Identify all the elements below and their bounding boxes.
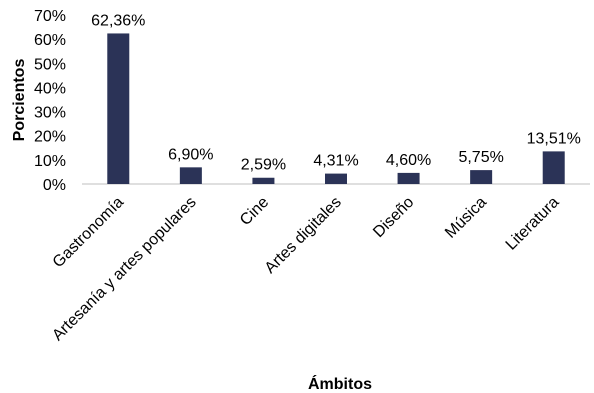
data-label: 6,90% bbox=[168, 146, 213, 163]
data-label: 62,36% bbox=[91, 12, 145, 29]
y-axis-title: Porcientos bbox=[11, 59, 28, 142]
data-label: 4,31% bbox=[313, 153, 358, 170]
category-label: Artes digitales bbox=[262, 194, 345, 277]
y-tick-label: 0% bbox=[43, 177, 66, 194]
y-tick-label: 70% bbox=[34, 8, 66, 25]
category-label: Cine bbox=[237, 194, 272, 229]
bar bbox=[252, 177, 275, 184]
bar bbox=[179, 167, 202, 184]
y-axis-ticks: 0% 10% 20% 30% 40% 50% 60% 70% bbox=[34, 8, 66, 194]
data-label: 5,75% bbox=[458, 149, 503, 166]
bar bbox=[107, 33, 130, 184]
category-label: Literatura bbox=[503, 194, 563, 254]
category-label: Gastronomía bbox=[50, 194, 127, 271]
y-tick-label: 40% bbox=[34, 80, 66, 97]
y-tick-label: 30% bbox=[34, 105, 66, 122]
data-label: 4,60% bbox=[386, 152, 431, 169]
y-tick-label: 50% bbox=[34, 56, 66, 73]
category-label: Diseño bbox=[370, 194, 417, 241]
data-label: 13,51% bbox=[527, 130, 581, 147]
category-label: Artesanía y artes populares bbox=[49, 194, 199, 344]
data-labels: 62,36% 6,90% 2,59% 4,31% 4,60% 5,75% 13,51% bbox=[91, 12, 581, 173]
category-label: Música bbox=[442, 194, 490, 242]
bar bbox=[325, 173, 347, 184]
data-label: 2,59% bbox=[241, 157, 286, 174]
y-tick-label: 10% bbox=[34, 153, 66, 170]
bar bbox=[470, 170, 493, 184]
x-axis-title: Ámbitos bbox=[308, 374, 372, 393]
bar bbox=[397, 172, 420, 184]
y-tick-label: 20% bbox=[34, 129, 66, 146]
bars bbox=[107, 33, 565, 184]
y-tick-label: 60% bbox=[34, 32, 66, 49]
bar bbox=[542, 151, 565, 184]
